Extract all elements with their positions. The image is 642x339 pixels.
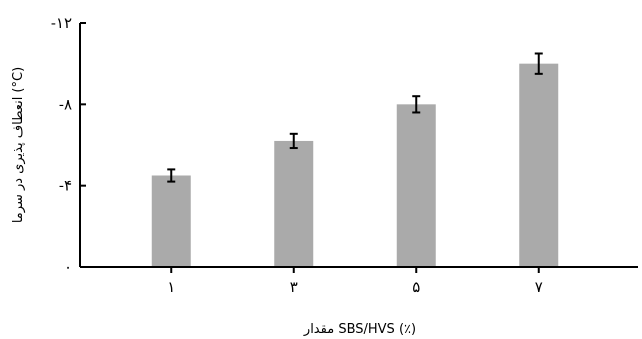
y-tick-label: -۴ [59, 177, 72, 195]
error-bar-4 [534, 52, 543, 75]
x-tick-label: ۵ [412, 278, 420, 296]
error-bar-1 [167, 168, 176, 183]
bar-2 [274, 140, 314, 267]
bar-4 [519, 63, 559, 267]
x-tick-label: ۷ [535, 278, 543, 296]
x-axis-title: مقدار SBS/HVS (٪) [303, 322, 416, 337]
x-tick-label: ۱ [167, 278, 175, 296]
y-tick-label: -۸ [59, 95, 72, 113]
error-bars [167, 52, 543, 183]
bar-1 [151, 175, 191, 267]
error-bar-3 [412, 95, 421, 114]
y-tick-label: ۰ [64, 258, 72, 276]
x-ticks: ۱ ۳ ۵ ۷ [167, 267, 543, 296]
y-ticks: ۰ -۴ -۸ -۱۲ [51, 14, 86, 276]
error-bar-2 [289, 132, 298, 150]
bars [151, 63, 559, 267]
bar-3 [396, 104, 436, 267]
y-axis-title: انعطاف پذیری در سرما (°C) [11, 67, 26, 223]
x-tick-label: ۳ [290, 278, 298, 296]
y-tick-label: -۱۲ [51, 14, 72, 32]
